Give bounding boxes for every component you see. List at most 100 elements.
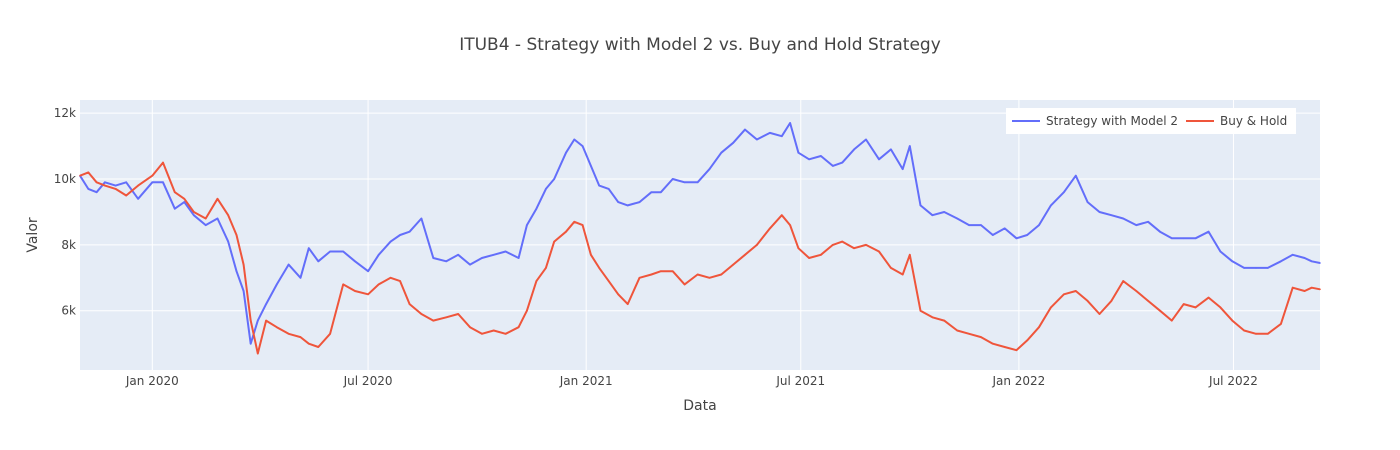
data-point (820, 254, 822, 256)
data-point (581, 145, 584, 147)
data-point (1182, 237, 1185, 240)
data-point (299, 336, 302, 338)
data-point (299, 277, 302, 279)
data-point (432, 257, 435, 259)
data-point (308, 247, 310, 249)
data-point (708, 277, 711, 279)
data-point (617, 201, 619, 203)
data-point (581, 224, 584, 226)
data-point (1135, 224, 1138, 226)
data-point (720, 273, 723, 276)
legend-background (1006, 108, 1296, 134)
data-point (249, 319, 252, 322)
data-point (980, 336, 982, 338)
data-point (980, 224, 982, 226)
data-point (354, 260, 356, 263)
data-point (1122, 280, 1124, 282)
legend-label[interactable]: Strategy with Model 2 (1046, 114, 1178, 128)
data-point (1243, 267, 1245, 269)
data-point (781, 135, 783, 137)
data-point (1280, 260, 1282, 263)
data-point (1015, 237, 1018, 240)
data-point (204, 224, 207, 226)
data-point (216, 217, 219, 220)
data-point (1182, 303, 1185, 305)
data-point (1015, 349, 1018, 352)
data-point (650, 191, 653, 193)
data-point (1122, 217, 1124, 220)
data-point (535, 280, 538, 282)
data-point (1267, 333, 1269, 335)
data-point (389, 240, 392, 243)
data-point (162, 181, 164, 184)
data-point (481, 257, 483, 259)
data-point (931, 214, 934, 216)
data-point (235, 234, 238, 236)
data-point (1310, 260, 1313, 263)
data-point (573, 221, 576, 223)
data-point (660, 191, 662, 193)
y-axis-title: Valor (25, 217, 41, 253)
data-point (408, 230, 411, 233)
data-point (590, 254, 592, 256)
data-point (732, 263, 734, 266)
data-point (95, 181, 98, 184)
data-point (878, 158, 880, 161)
data-point (276, 283, 278, 286)
data-point (389, 277, 392, 279)
data-point (1050, 306, 1052, 309)
data-point (469, 326, 471, 329)
data-point (769, 132, 771, 134)
data-point (968, 224, 970, 226)
data-point (535, 207, 538, 210)
data-point (1303, 290, 1306, 292)
data-point (919, 309, 922, 312)
chart-title: ITUB4 - Strategy with Model 2 vs. Buy an… (459, 35, 941, 55)
data-point (968, 333, 970, 335)
data-point (183, 198, 186, 200)
data-point (342, 250, 345, 253)
data-point (242, 263, 245, 266)
data-point (720, 151, 723, 154)
legend: Strategy with Model 2 Buy & Hold (1006, 108, 1296, 134)
axis-tick-labels: 6k 8k 10k 12k Jan 2020 Jul 2020 Jan 2021 Jul 20… (54, 106, 1258, 388)
data-point (683, 181, 686, 184)
data-point (367, 270, 369, 273)
data-point (956, 329, 958, 332)
data-point (650, 273, 653, 276)
data-point (1231, 319, 1234, 322)
data-point (956, 217, 958, 220)
data-point (265, 303, 267, 305)
data-point (1159, 230, 1161, 233)
data-point (1003, 227, 1006, 230)
data-point (878, 250, 880, 253)
data-point (732, 142, 734, 144)
x-tick-label: Jul 2022 (1208, 374, 1258, 388)
data-point (660, 270, 662, 273)
data-point (545, 267, 547, 269)
data-point (671, 178, 674, 180)
data-point (1159, 309, 1161, 312)
data-point (193, 214, 195, 216)
legend-label[interactable]: Buy & Hold (1220, 114, 1287, 128)
data-point (853, 148, 855, 151)
data-point (1194, 237, 1197, 240)
data-point (1207, 230, 1210, 233)
data-point (943, 319, 945, 322)
data-point (841, 161, 844, 164)
data-point (992, 342, 994, 345)
data-point (104, 181, 106, 184)
data-point (901, 273, 904, 276)
series-0 (79, 122, 1321, 345)
data-point (756, 138, 758, 141)
data-point (992, 234, 994, 236)
y-tick-label: 10k (54, 172, 76, 186)
series-1 (79, 161, 1321, 355)
data-point (901, 168, 904, 170)
data-point (607, 280, 610, 282)
data-point (931, 316, 934, 319)
data-point (1110, 214, 1113, 216)
data-point (227, 214, 229, 216)
data-point (1319, 262, 1321, 264)
data-point (590, 165, 592, 167)
